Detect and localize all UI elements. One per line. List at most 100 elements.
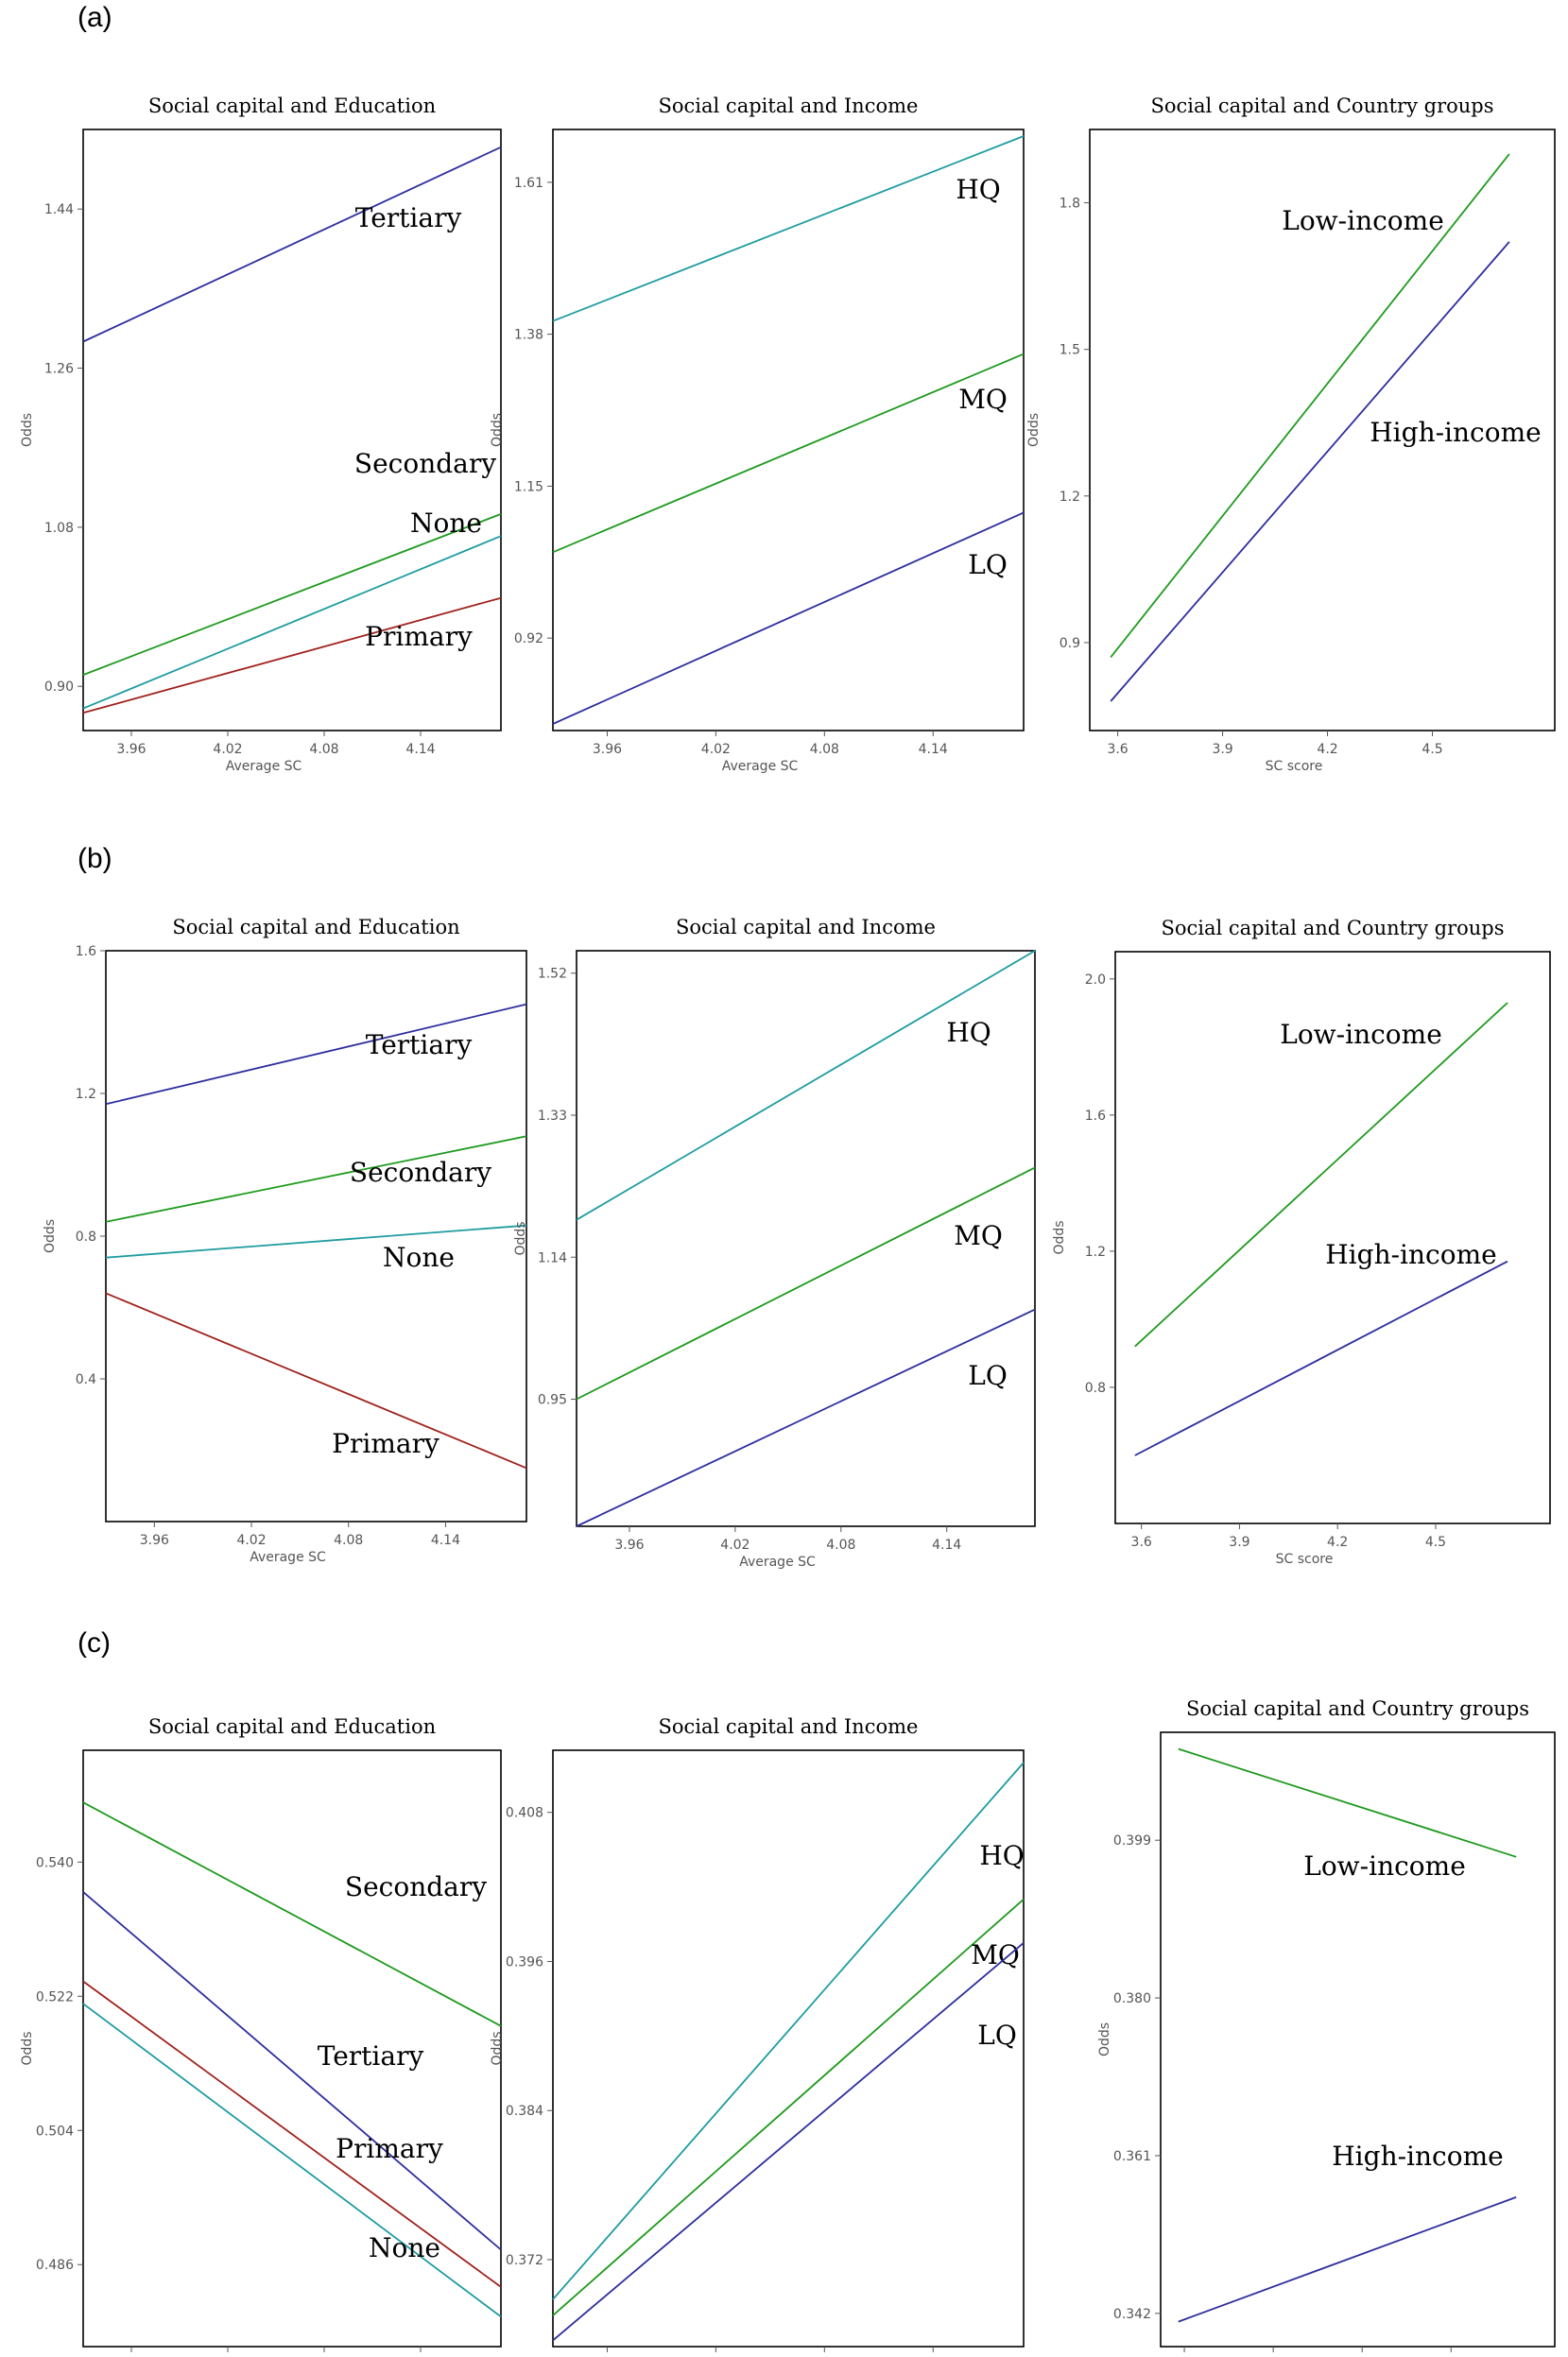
x-tick-label: 3.96	[593, 742, 622, 757]
x-axis-label: Average SC	[722, 759, 799, 774]
chart-title: Social capital and Income	[659, 95, 919, 117]
series-line-lq	[552, 1942, 1025, 2342]
y-tick-label: 1.8	[1060, 197, 1080, 212]
y-tick-label: 1.5	[1060, 343, 1080, 358]
y-tick-label: 0.95	[538, 1393, 567, 1408]
y-tick-label: 1.52	[538, 967, 567, 982]
y-tick-label: 0.9	[1060, 636, 1080, 651]
x-tick-label: 4.2	[1317, 742, 1337, 757]
chart-title: Social capital and Country groups	[1186, 1697, 1529, 1720]
series-label-none: None	[369, 2232, 440, 2263]
y-tick-label: 2.0	[1085, 972, 1106, 988]
chart-b-income: Social capital and Income 3.96 4.02 4.08 4.1…	[513, 916, 1036, 1570]
y-tick-label: 1.6	[76, 944, 96, 959]
series-line-primary	[105, 1292, 527, 1470]
chart-title: Social capital and Education	[172, 916, 459, 938]
plot-frame	[82, 1749, 502, 2348]
x-axis-label: Average SC	[250, 1550, 326, 1565]
series-label-lq: LQ	[977, 2020, 1017, 2051]
y-tick-label: 0.8	[76, 1230, 96, 1245]
series-label-secondary: Secondary	[354, 448, 496, 479]
series-line-secondary	[82, 1801, 502, 2027]
y-tick-label: 1.61	[514, 176, 543, 191]
x-axis-label: SC score	[1276, 1552, 1334, 1567]
series-label-primary: Primary	[365, 621, 473, 652]
y-tick-label: 0.4	[76, 1372, 96, 1387]
x-tick-label: 3.6	[1107, 742, 1128, 757]
series-label-hq: HQ	[956, 174, 1000, 205]
x-axis-label: SC score	[1266, 759, 1323, 774]
series-line-none	[105, 1224, 527, 1259]
x-tick-label: 3.6	[1131, 1535, 1152, 1550]
chart-title: Social capital and Country groups	[1161, 917, 1504, 939]
plot-frame	[1160, 1731, 1556, 2348]
x-tick-label: 4.2	[1327, 1535, 1348, 1550]
series-label-primary: Primary	[336, 2133, 443, 2164]
series-label-high-income: High-income	[1325, 1239, 1496, 1270]
chart-b-country: Social capital and Country groups 3.6 3.9 4…	[1052, 917, 1551, 1567]
x-tick-label: 4.5	[1422, 742, 1442, 757]
x-tick-label: 4.08	[826, 1538, 855, 1553]
y-tick-label: 1.15	[514, 479, 543, 494]
series-label-tertiary: Tertiary	[355, 202, 462, 233]
series-label-tertiary: Tertiary	[366, 1029, 473, 1060]
chart-c-education: Social capital and Education3.964.024.08…	[20, 1715, 502, 2352]
x-axis-label: Average SC	[739, 1555, 816, 1570]
chart-title: Social capital and Education	[148, 1715, 436, 1738]
series-line-tertiary	[105, 1003, 527, 1106]
y-tick-label: 1.08	[44, 521, 74, 536]
series-label-secondary: Secondary	[345, 1871, 487, 1902]
series-line-tertiary	[82, 1891, 502, 2251]
chart-a-country: Social capital and Country groups 3.6 3.9 4…	[1026, 95, 1556, 774]
x-tick-label: 3.9	[1229, 1535, 1249, 1550]
x-tick-label: 4.02	[236, 1533, 266, 1548]
x-tick-label: 3.96	[614, 1538, 644, 1553]
series-label-primary: Primary	[332, 1428, 439, 1459]
series-line-mq	[552, 353, 1025, 554]
y-tick-label: 0.361	[1113, 2149, 1151, 2164]
series-line-none	[82, 2003, 502, 2318]
series-label-hq: HQ	[979, 1840, 1024, 1871]
series-label-lq: LQ	[968, 1360, 1008, 1391]
y-axis-label: Odds	[20, 2031, 35, 2065]
series-label-high-income: High-income	[1332, 2141, 1503, 2172]
y-tick-label: 0.408	[506, 1806, 543, 1821]
series-line-high-income	[1134, 1260, 1508, 1456]
series-label-secondary: Secondary	[350, 1157, 491, 1188]
series-line-primary	[82, 596, 502, 714]
series-line-high-income	[1178, 2196, 1517, 2323]
y-tick-label: 0.380	[1113, 1991, 1151, 2006]
row-label-a: (a)	[78, 2, 112, 33]
x-axis-label: Average SC	[226, 759, 302, 774]
y-axis-label: Odds	[490, 2031, 505, 2065]
series-line-hq	[576, 950, 1036, 1221]
chart-title: Social capital and Income	[676, 916, 936, 938]
series-label-high-income: High-income	[1370, 417, 1541, 448]
y-tick-label: 0.92	[514, 631, 543, 646]
series-label-none: None	[410, 508, 482, 539]
chart-a-income: Social capital and Income 3.96 4.02 4.08 4.1…	[490, 95, 1025, 774]
y-tick-label: 0.522	[36, 1989, 74, 2004]
y-tick-label: 0.372	[506, 2253, 543, 2268]
series-line-hq	[552, 135, 1025, 322]
y-axis-label: Odds	[1026, 413, 1042, 447]
y-tick-label: 0.396	[506, 1954, 543, 1970]
plot-frame	[1089, 129, 1556, 731]
series-line-secondary	[105, 1135, 527, 1223]
series-line-low-income	[1110, 153, 1510, 658]
series-label-low-income: Low-income	[1303, 1850, 1466, 1882]
series-line-mq	[552, 1899, 1025, 2316]
chart-b-education: Social capital and Education 3.96 4.02 4.08…	[43, 916, 527, 1565]
series-label-low-income: Low-income	[1280, 1019, 1442, 1050]
x-tick-label: 4.5	[1425, 1535, 1446, 1550]
series-line-secondary	[82, 513, 502, 676]
y-tick-label: 1.38	[514, 328, 543, 343]
y-axis-label: Odds	[20, 413, 35, 447]
y-tick-label: 0.504	[36, 2124, 74, 2139]
series-label-none: None	[383, 1242, 455, 1273]
y-tick-label: 0.90	[44, 680, 74, 695]
plot-frame	[552, 129, 1025, 731]
x-tick-label: 3.96	[116, 742, 146, 757]
y-axis-label: Odds	[1097, 2022, 1112, 2056]
